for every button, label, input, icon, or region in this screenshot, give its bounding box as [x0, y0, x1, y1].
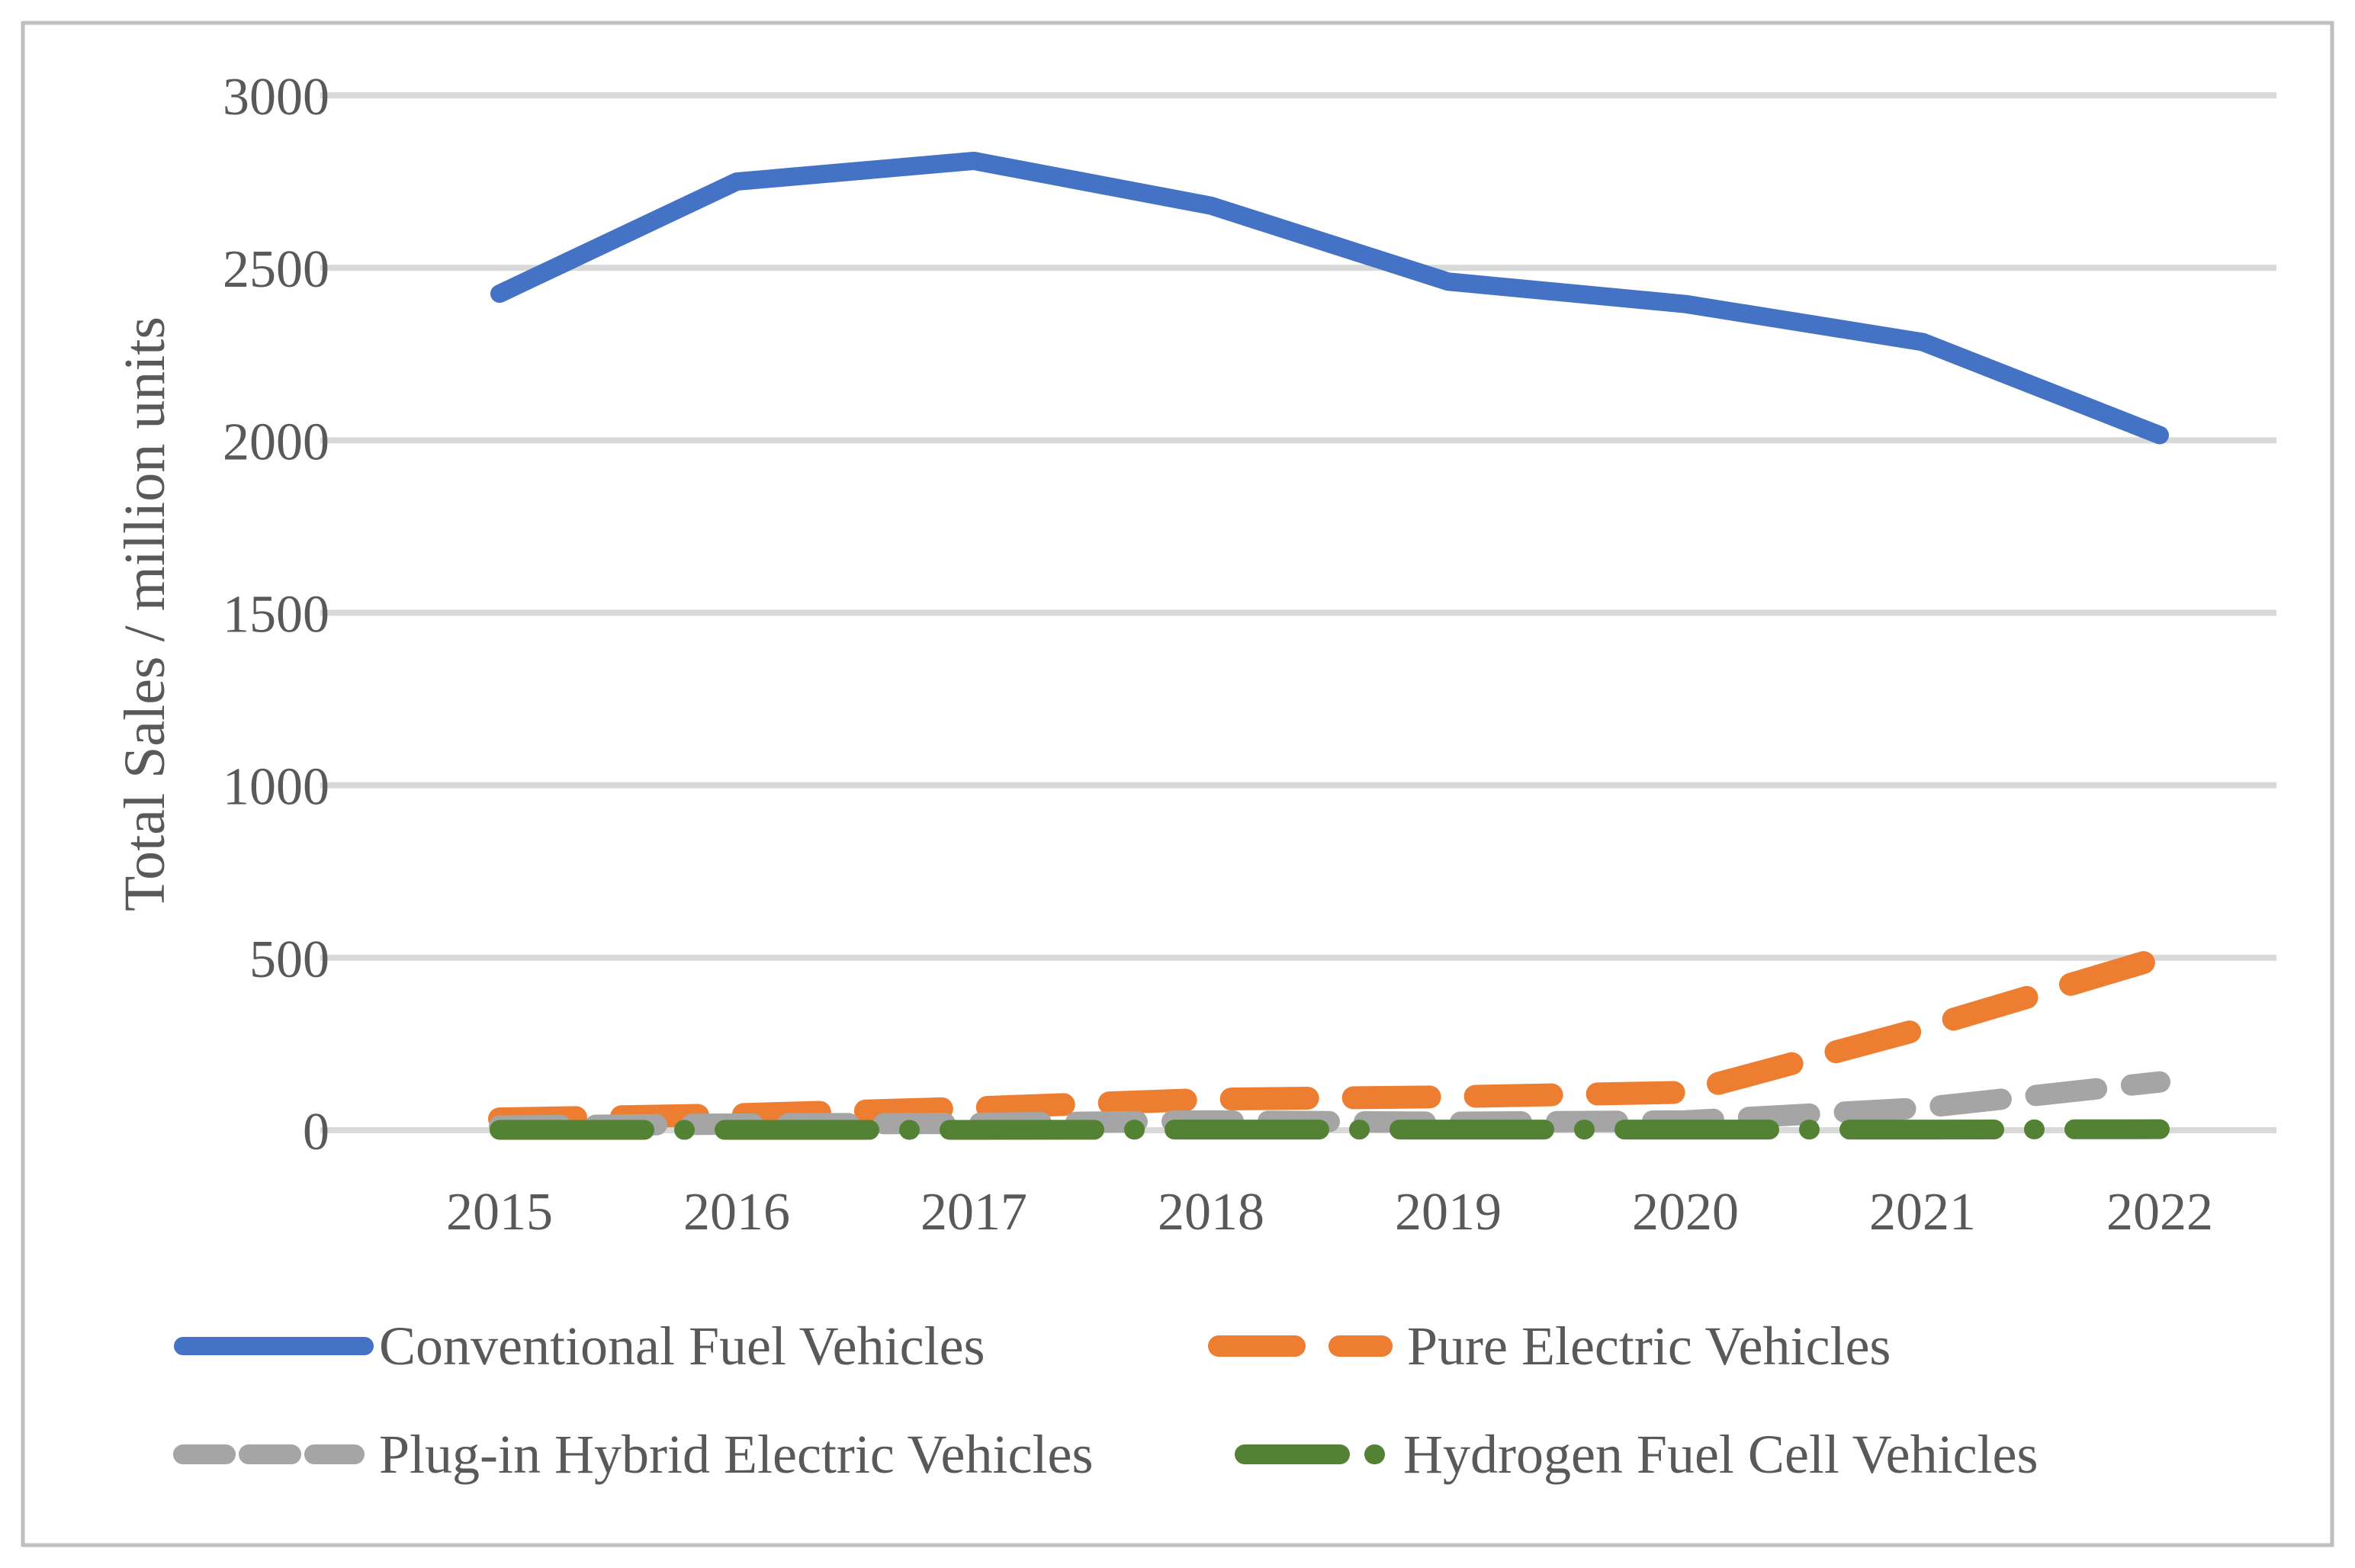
legend-item-plug-in-hybrid-electric-vehicles: Plug-in Hybrid Electric Vehicles — [173, 1424, 1093, 1485]
x-axis-labels: 2015 2016 2017 2018 2019 2020 2021 2022 — [446, 1183, 2213, 1242]
y-tick-label-1000: 1000 — [223, 758, 329, 817]
x-label-2021: 2021 — [1869, 1183, 1976, 1242]
x-label-2015: 2015 — [446, 1183, 553, 1242]
legend-item-pure-electric-vehicles: Pure Electric Vehicles — [1208, 1316, 1891, 1377]
legend-label: Conventional Fuel Vehicles — [379, 1316, 985, 1377]
x-label-2020: 2020 — [1632, 1183, 1739, 1242]
y-tick-label-2000: 2000 — [223, 413, 329, 471]
y-tick-label-2500: 2500 — [223, 240, 329, 299]
y-axis-tick-labels: 0 500 1000 1500 2000 2500 3000 — [223, 68, 329, 1162]
x-label-2022: 2022 — [2106, 1183, 2213, 1242]
legend-label: Pure Electric Vehicles — [1407, 1316, 1891, 1377]
y-tick-label-3000: 3000 — [223, 68, 329, 127]
legend: Conventional Fuel Vehicles Pure Electric… — [173, 1316, 2039, 1485]
legend-label: Hydrogen Fuel Cell Vehicles — [1403, 1424, 2039, 1485]
series-line-pure-electric-vehicles — [488, 946, 2171, 1131]
legend-item-conventional-fuel-vehicles: Conventional Fuel Vehicles — [174, 1316, 985, 1377]
x-label-2017: 2017 — [920, 1183, 1027, 1242]
x-label-2019: 2019 — [1395, 1183, 1502, 1242]
x-label-2016: 2016 — [683, 1183, 790, 1242]
y-axis-title: Total Sales / million units — [113, 316, 177, 911]
y-tick-label-1500: 1500 — [223, 586, 329, 644]
data-series — [488, 151, 2171, 1140]
legend-item-hydrogen-fuel-cell-vehicles: Hydrogen Fuel Cell Vehicles — [1235, 1424, 2039, 1485]
series-line-plug-in-hybrid-electric-vehicles — [489, 1071, 2170, 1137]
series-line-hydrogen-fuel-cell-vehicles — [490, 1119, 2170, 1140]
y-tick-label-0: 0 — [303, 1103, 329, 1162]
y-tick-label-500: 500 — [249, 930, 329, 989]
legend-label: Plug-in Hybrid Electric Vehicles — [379, 1424, 1093, 1485]
x-label-2018: 2018 — [1158, 1183, 1264, 1242]
series-line-conventional-fuel-vehicles — [490, 151, 2169, 445]
